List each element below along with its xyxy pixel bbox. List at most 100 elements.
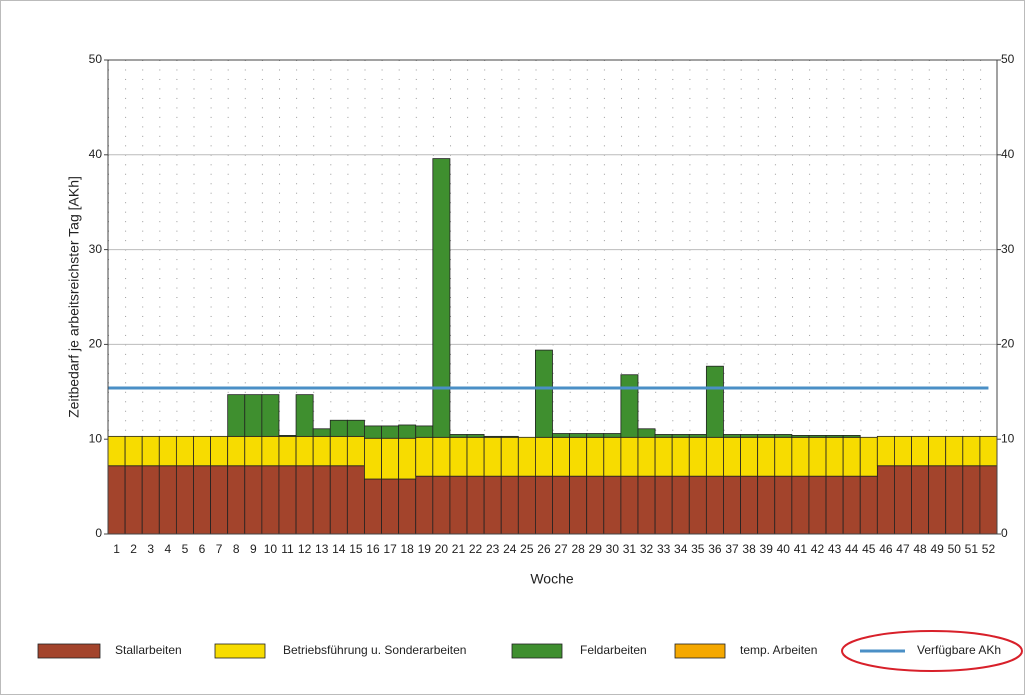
bar-segment: [346, 435, 365, 467]
x-tick-label: 24: [503, 542, 517, 556]
x-tick-label: 27: [554, 542, 568, 556]
bar-segment: [620, 374, 639, 438]
x-tick-label: 43: [828, 542, 842, 556]
bar-segment: [859, 436, 878, 477]
x-tick-label: 16: [366, 542, 380, 556]
bar-segment: [757, 436, 776, 477]
bar-segment: [500, 435, 519, 438]
x-tick-label: 21: [452, 542, 466, 556]
bar-segment: [175, 435, 194, 467]
bar-segment: [415, 436, 434, 477]
bar-segment: [466, 436, 485, 477]
bar-segment: [432, 158, 451, 438]
bar-segment: [688, 434, 707, 438]
bar-segment: [791, 436, 810, 477]
x-tick-label: 44: [845, 542, 859, 556]
bar-segment: [364, 478, 382, 535]
bar-segment: [637, 436, 656, 477]
bar-segment: [705, 475, 724, 535]
x-tick-label: 2: [130, 542, 137, 556]
bar-segment: [449, 436, 468, 477]
bar-segment: [175, 465, 194, 535]
x-tick-label: 3: [147, 542, 154, 556]
x-tick-label: 47: [896, 542, 910, 556]
bar-segment: [825, 435, 844, 438]
bar-segment: [723, 434, 741, 438]
legend-label: Verfügbare AKh: [917, 643, 1001, 657]
bar-segment: [774, 475, 793, 535]
bar-segment: [962, 435, 981, 467]
bar-segment: [278, 465, 297, 535]
bar-segment: [398, 424, 417, 439]
bar-segment: [569, 436, 588, 477]
bar-segment: [227, 465, 246, 535]
plot-frame: [107, 59, 998, 535]
bar-segment: [364, 437, 382, 480]
x-tick-label: 23: [486, 542, 500, 556]
x-tick-label: 37: [725, 542, 739, 556]
bar-segment: [483, 435, 502, 438]
bar-segment: [466, 434, 485, 438]
bar-segment: [740, 475, 759, 535]
bar-segment: [210, 465, 229, 535]
y2-tick-label: 40: [1001, 147, 1015, 161]
x-tick-label: 39: [760, 542, 774, 556]
x-tick-label: 5: [182, 542, 189, 556]
x-tick-label: 15: [349, 542, 363, 556]
bar-segment: [808, 435, 827, 438]
bar-segment: [620, 475, 639, 535]
x-tick-label: 12: [298, 542, 312, 556]
bar-segment: [346, 419, 365, 437]
legend-label: Stallarbeiten: [115, 643, 182, 657]
bar-segment: [500, 436, 519, 477]
x-tick-label: 38: [742, 542, 756, 556]
bar-segment: [329, 419, 348, 437]
x-tick-label: 26: [537, 542, 551, 556]
bar-segment: [244, 465, 263, 535]
x-tick-label: 36: [708, 542, 722, 556]
bar-segment: [364, 425, 382, 439]
bar-segment: [894, 465, 912, 535]
legend-swatch: [37, 643, 101, 659]
bar-segment: [603, 436, 622, 477]
x-tick-label: 35: [691, 542, 705, 556]
bar-segment: [569, 433, 588, 438]
bar-segment: [329, 465, 348, 535]
bar-segment: [107, 435, 126, 467]
bar-segment: [894, 435, 912, 467]
bar-segment: [227, 435, 246, 467]
legend-swatch: [674, 643, 726, 659]
bar-segment: [808, 436, 827, 477]
x-tick-label: 28: [571, 542, 585, 556]
bar-segment: [911, 465, 930, 535]
bar-segment: [312, 428, 331, 437]
bar-segment: [500, 475, 519, 535]
x-tick-label: 40: [777, 542, 791, 556]
x-tick-label: 18: [401, 542, 415, 556]
bar-segment: [757, 475, 776, 535]
bar-segment: [261, 465, 280, 535]
x-tick-label: 41: [794, 542, 808, 556]
x-tick-label: 20: [435, 542, 449, 556]
bar-segment: [483, 475, 502, 535]
x-tick-label: 51: [965, 542, 979, 556]
bar-segment: [295, 465, 314, 535]
x-tick-label: 1: [113, 542, 120, 556]
x-tick-label: 4: [164, 542, 171, 556]
x-tick-label: 8: [233, 542, 240, 556]
x-tick-label: 50: [948, 542, 962, 556]
bar-segment: [586, 436, 605, 477]
bar-segment: [193, 435, 211, 467]
bar-segment: [928, 465, 947, 535]
bar-segment: [312, 435, 331, 467]
bar-segment: [774, 436, 793, 477]
x-tick-label: 48: [913, 542, 927, 556]
bar-segment: [586, 433, 605, 438]
bar-segment: [654, 436, 673, 477]
bar-segment: [637, 428, 656, 438]
legend-label: temp. Arbeiten: [740, 643, 817, 657]
legend: Stallarbeiten Betriebsführung u. Sonderar…: [37, 643, 1001, 659]
bar-segment: [859, 475, 878, 535]
bar-segment: [261, 435, 280, 467]
